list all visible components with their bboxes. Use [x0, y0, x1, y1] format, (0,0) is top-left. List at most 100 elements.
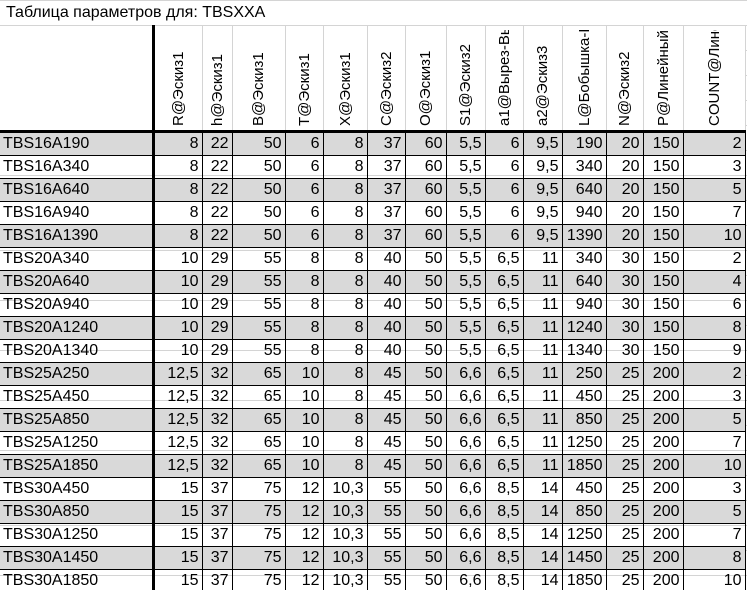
value-cell[interactable]: 940 [561, 293, 607, 317]
value-cell[interactable]: 55 [231, 270, 286, 294]
value-cell[interactable]: 37 [201, 523, 233, 547]
value-cell[interactable]: 40 [366, 316, 406, 340]
value-cell[interactable]: 14 [522, 500, 563, 524]
value-cell[interactable]: 50 [231, 201, 286, 225]
value-cell[interactable]: 37 [366, 131, 406, 156]
value-cell[interactable]: 40 [366, 339, 406, 363]
value-cell[interactable]: 10,3 [322, 500, 368, 524]
value-cell[interactable]: 12,5 [152, 408, 203, 432]
value-cell[interactable]: 50 [404, 523, 447, 547]
value-cell[interactable]: 37 [201, 569, 233, 590]
value-cell[interactable]: 9,5 [522, 131, 563, 156]
value-cell[interactable]: 60 [404, 201, 447, 225]
value-cell[interactable]: 10 [284, 431, 324, 455]
value-cell[interactable]: 200 [642, 431, 684, 455]
value-cell[interactable]: 640 [561, 270, 607, 294]
value-cell[interactable]: 5 [682, 178, 746, 202]
value-cell[interactable]: 11 [522, 385, 563, 409]
value-cell[interactable]: 6,5 [484, 247, 524, 271]
value-cell[interactable]: 6,6 [445, 546, 486, 570]
value-cell[interactable]: 8 [322, 431, 368, 455]
row-name-cell[interactable]: TBS25A1250 [0, 431, 155, 455]
value-cell[interactable]: 10 [152, 270, 203, 294]
value-cell[interactable]: 450 [561, 385, 607, 409]
value-cell[interactable]: 7 [682, 201, 746, 225]
value-cell[interactable]: 8 [322, 247, 368, 271]
column-header[interactable]: B@Эскиз1 [231, 25, 286, 133]
value-cell[interactable]: 150 [642, 201, 684, 225]
row-name-cell[interactable]: TBS25A450 [0, 385, 155, 409]
value-cell[interactable]: 60 [404, 178, 447, 202]
value-cell[interactable]: 5,5 [445, 293, 486, 317]
value-cell[interactable]: 65 [231, 385, 286, 409]
value-cell[interactable]: 65 [231, 408, 286, 432]
value-cell[interactable]: 20 [605, 201, 644, 225]
value-cell[interactable]: 8 [322, 385, 368, 409]
value-cell[interactable]: 50 [231, 155, 286, 179]
value-cell[interactable]: 65 [231, 362, 286, 386]
value-cell[interactable]: 150 [642, 247, 684, 271]
value-cell[interactable]: 32 [201, 431, 233, 455]
value-cell[interactable]: 20 [605, 224, 644, 248]
value-cell[interactable]: 75 [231, 569, 286, 590]
row-name-cell[interactable]: TBS20A1240 [0, 316, 155, 340]
value-cell[interactable]: 50 [404, 408, 447, 432]
value-cell[interactable]: 10,3 [322, 546, 368, 570]
row-name-cell[interactable]: TBS20A1340 [0, 339, 155, 363]
row-name-cell[interactable]: TBS30A1850 [0, 569, 155, 590]
value-cell[interactable]: 45 [366, 362, 406, 386]
value-cell[interactable]: 50 [404, 454, 447, 478]
value-cell[interactable]: 5,5 [445, 339, 486, 363]
value-cell[interactable]: 5 [682, 408, 746, 432]
value-cell[interactable]: 1390 [561, 224, 607, 248]
value-cell[interactable]: 75 [231, 523, 286, 547]
column-header[interactable]: N@Эскиз2 [605, 25, 644, 133]
value-cell[interactable]: 2 [682, 362, 746, 386]
row-name-cell[interactable]: TBS30A1450 [0, 546, 155, 570]
value-cell[interactable]: 45 [366, 385, 406, 409]
value-cell[interactable]: 6,5 [484, 293, 524, 317]
value-cell[interactable]: 15 [152, 500, 203, 524]
value-cell[interactable]: 8 [152, 155, 203, 179]
value-cell[interactable]: 10 [682, 224, 746, 248]
value-cell[interactable]: 75 [231, 477, 286, 501]
value-cell[interactable]: 2 [682, 247, 746, 271]
column-header[interactable]: R@Эскиз1 [152, 25, 203, 133]
value-cell[interactable]: 850 [561, 408, 607, 432]
value-cell[interactable]: 6 [284, 224, 324, 248]
value-cell[interactable]: 5,5 [445, 155, 486, 179]
value-cell[interactable]: 6 [284, 201, 324, 225]
value-cell[interactable]: 2 [682, 131, 746, 156]
value-cell[interactable]: 8,5 [484, 569, 524, 590]
value-cell[interactable]: 10 [682, 569, 746, 590]
value-cell[interactable]: 55 [366, 546, 406, 570]
value-cell[interactable]: 10,3 [322, 523, 368, 547]
value-cell[interactable]: 32 [201, 454, 233, 478]
column-header[interactable]: C@Эскиз2 [366, 25, 406, 133]
value-cell[interactable]: 6 [484, 201, 524, 225]
header-corner-cell[interactable] [0, 25, 155, 133]
value-cell[interactable]: 200 [642, 523, 684, 547]
value-cell[interactable]: 8 [322, 178, 368, 202]
value-cell[interactable]: 1340 [561, 339, 607, 363]
value-cell[interactable]: 450 [561, 477, 607, 501]
value-cell[interactable]: 340 [561, 155, 607, 179]
value-cell[interactable]: 1250 [561, 523, 607, 547]
value-cell[interactable]: 60 [404, 155, 447, 179]
value-cell[interactable]: 6,6 [445, 385, 486, 409]
value-cell[interactable]: 11 [522, 408, 563, 432]
value-cell[interactable]: 25 [605, 454, 644, 478]
row-name-cell[interactable]: TBS20A940 [0, 293, 155, 317]
value-cell[interactable]: 5,5 [445, 224, 486, 248]
value-cell[interactable]: 10,3 [322, 477, 368, 501]
value-cell[interactable]: 12 [284, 546, 324, 570]
value-cell[interactable]: 8 [322, 201, 368, 225]
row-name-cell[interactable]: TBS30A850 [0, 500, 155, 524]
value-cell[interactable]: 50 [404, 247, 447, 271]
row-name-cell[interactable]: TBS16A190 [0, 131, 155, 156]
value-cell[interactable]: 8 [322, 155, 368, 179]
value-cell[interactable]: 12 [284, 500, 324, 524]
value-cell[interactable]: 22 [201, 131, 233, 156]
value-cell[interactable]: 20 [605, 155, 644, 179]
value-cell[interactable]: 25 [605, 362, 644, 386]
